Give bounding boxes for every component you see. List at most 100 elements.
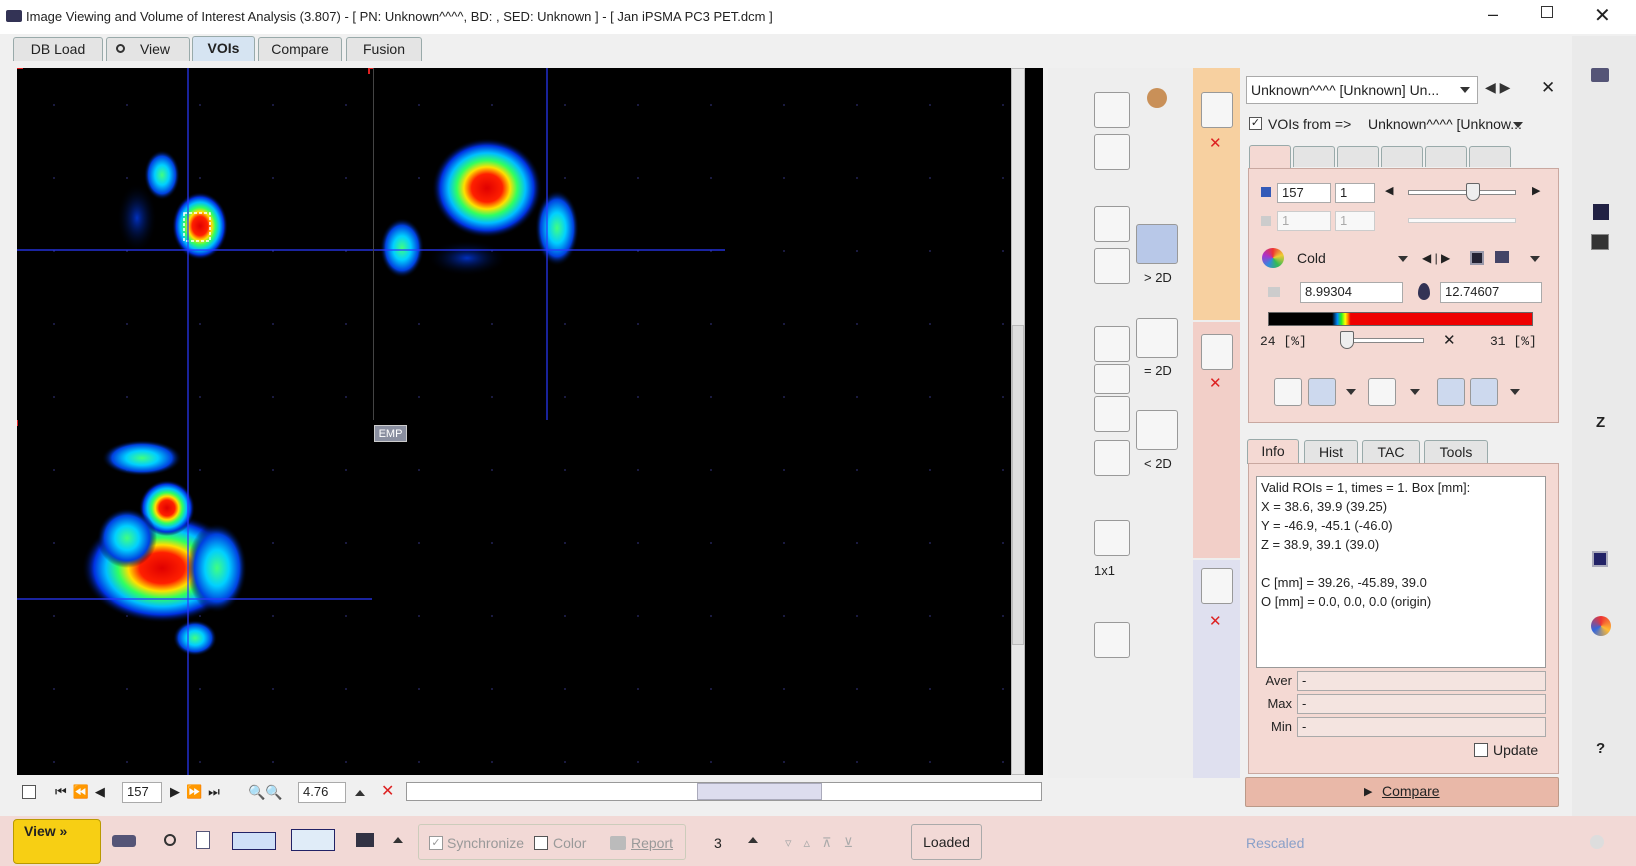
slider-right[interactable]: ▶ [1532, 184, 1540, 197]
save-icon[interactable] [1593, 204, 1609, 220]
panel-tab[interactable] [1337, 146, 1379, 167]
minimize-button[interactable]: – [1488, 4, 1498, 25]
slider-left[interactable]: ◀ [1385, 184, 1393, 197]
voi-move-button[interactable] [1201, 92, 1233, 128]
colormap-icon[interactable] [1470, 251, 1484, 265]
tool-icon[interactable] [164, 834, 176, 846]
tool-button[interactable] [1094, 206, 1130, 242]
arrow-up[interactable] [748, 837, 758, 843]
tool-button[interactable] [1094, 396, 1130, 432]
tool-button[interactable] [1094, 326, 1130, 362]
min-input[interactable]: 8.99304 [1300, 282, 1403, 303]
delete-icon[interactable]: ✕ [1209, 612, 1222, 630]
tool-button[interactable] [1136, 318, 1178, 358]
tool-button[interactable] [1136, 224, 1178, 264]
frame-input-disabled: 1 [1335, 211, 1375, 231]
vois-from-value[interactable]: Unknown^^^^ [Unknow... [1368, 116, 1522, 132]
panel-tab[interactable] [1293, 146, 1335, 167]
checkbox-checked[interactable]: ✓ [1249, 117, 1262, 130]
display-button[interactable] [1274, 378, 1302, 406]
colormap-icon[interactable] [1495, 251, 1509, 263]
display-button[interactable] [1308, 378, 1336, 406]
update-checkbox[interactable] [1474, 743, 1488, 757]
app-icon[interactable] [356, 833, 374, 847]
view-button-label: View » [24, 823, 67, 839]
frame-icon[interactable] [1592, 551, 1608, 567]
tool-icon[interactable] [112, 835, 136, 847]
study-combo[interactable]: Unknown^^^^ [Unknown] Un... [1246, 76, 1478, 104]
display-button[interactable] [1368, 378, 1396, 406]
info-line: Z = 38.9, 39.1 (39.0) [1261, 536, 1379, 554]
tool-icon[interactable] [291, 829, 335, 851]
zoom-buttons[interactable]: 🔍🔍 [248, 784, 283, 801]
info-tab[interactable]: Tools [1424, 440, 1488, 463]
roi-move-button[interactable] [1201, 334, 1233, 370]
scrollbar-thumb[interactable] [1012, 325, 1024, 645]
color-checkbox[interactable] [534, 836, 548, 850]
view-button[interactable]: View » [13, 819, 101, 864]
help-icon[interactable]: ? [1596, 740, 1605, 757]
tool-button[interactable] [1094, 92, 1130, 128]
synchronize-label[interactable]: Synchronize [447, 835, 524, 851]
exit-icon[interactable] [232, 832, 276, 850]
tool-button[interactable] [1094, 440, 1130, 476]
tab-active[interactable]: VOIs [192, 36, 255, 61]
info-tab-active[interactable]: Info [1247, 439, 1299, 464]
synchronize-checkbox[interactable]: ✓ [429, 836, 443, 850]
zoom-up[interactable] [355, 790, 365, 796]
display-button[interactable] [1470, 378, 1498, 406]
tab[interactable]: Compare [258, 37, 342, 61]
panel-tab-active[interactable] [1249, 145, 1291, 168]
tab[interactable]: Fusion [346, 37, 422, 61]
tool-button[interactable] [1094, 622, 1130, 658]
color-icon[interactable] [1591, 616, 1611, 636]
tool-icon[interactable] [196, 831, 210, 849]
zoom-input[interactable]: 4.76 [298, 782, 346, 803]
compare-label[interactable]: Compare [1382, 783, 1440, 799]
colormap-nav[interactable]: ◀ | ▶ [1422, 251, 1450, 265]
tool-button[interactable] [1094, 248, 1130, 284]
close-button[interactable]: ✕ [1594, 3, 1611, 28]
console-icon[interactable] [1591, 234, 1609, 250]
reset-threshold[interactable]: ✕ [1443, 331, 1456, 349]
image-viewer[interactable] [17, 68, 1043, 775]
tool-button[interactable] [1094, 520, 1130, 556]
slider-track[interactable] [1408, 190, 1516, 195]
frame-nav-buttons[interactable]: ▶⏩⏭ [170, 784, 226, 800]
slider-thumb[interactable] [1340, 331, 1354, 349]
maximize-button[interactable] [1541, 6, 1553, 18]
frame-input[interactable]: 157 [122, 782, 162, 803]
threshold-slider[interactable] [1344, 338, 1424, 343]
tab[interactable]: DB Load [13, 37, 103, 61]
reset-zoom[interactable]: ✕ [381, 781, 394, 801]
slice-input[interactable]: 157 [1277, 183, 1331, 203]
open-icon[interactable] [1591, 68, 1609, 82]
colormap-name[interactable]: Cold [1297, 250, 1326, 266]
update-label[interactable]: Update [1493, 742, 1538, 758]
panel-tab[interactable] [1425, 146, 1467, 167]
slider-thumb[interactable] [1466, 183, 1480, 201]
tool-button[interactable] [1136, 410, 1178, 450]
info-tab[interactable]: TAC [1362, 440, 1420, 463]
info-tab[interactable]: Hist [1304, 440, 1358, 463]
ctr-move-button[interactable] [1201, 568, 1233, 604]
frame-input[interactable]: 1 [1335, 183, 1375, 203]
panel-tab[interactable] [1469, 146, 1511, 167]
delete-icon[interactable]: ✕ [1209, 374, 1222, 392]
info-line: Valid ROIs = 1, times = 1. Box [mm]: [1261, 479, 1470, 497]
panel-tab[interactable] [1381, 146, 1423, 167]
frame-nav-buttons[interactable]: ⏮⏪◀ [55, 784, 111, 800]
close-study[interactable]: ✕ [1541, 78, 1555, 98]
color-label[interactable]: Color [553, 835, 586, 851]
study-nav[interactable]: ◀ ▶ [1485, 79, 1510, 96]
display-button[interactable] [1437, 378, 1465, 406]
tool-button[interactable] [1094, 134, 1130, 170]
zoom-icon[interactable]: Z [1596, 414, 1605, 431]
scrollbar-thumb[interactable] [697, 783, 822, 800]
delete-icon[interactable]: ✕ [1209, 134, 1222, 152]
checkbox[interactable] [22, 785, 36, 799]
report-label[interactable]: Report [631, 835, 673, 851]
tool-button[interactable] [1094, 364, 1130, 394]
max-input[interactable]: 12.74607 [1440, 282, 1542, 303]
arrow-up[interactable] [393, 837, 403, 843]
